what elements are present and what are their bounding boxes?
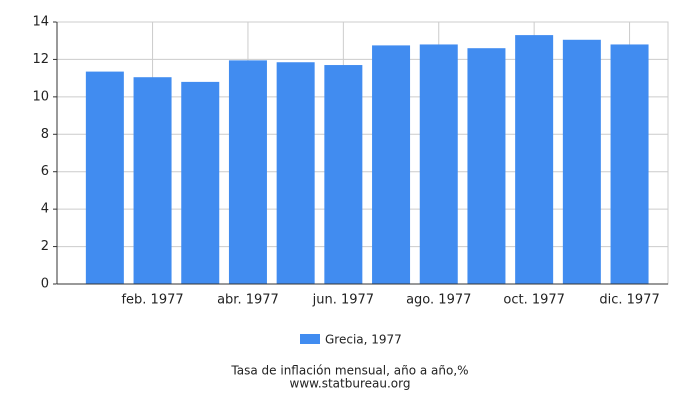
- legend-swatch: [300, 334, 320, 344]
- bar: [610, 44, 649, 285]
- x-tick-label: jun. 1977: [312, 293, 374, 308]
- bar: [276, 62, 315, 284]
- bar: [562, 39, 601, 285]
- source: www.statbureau.org: [290, 377, 411, 391]
- y-tick-label: 0: [41, 277, 49, 292]
- bar: [181, 81, 220, 284]
- y-tick-label: 6: [41, 164, 49, 179]
- bar: [515, 35, 554, 284]
- bar: [419, 44, 458, 285]
- y-tick-label: 8: [41, 127, 49, 142]
- bar: [467, 48, 506, 285]
- bar: [324, 65, 363, 285]
- bar: [85, 71, 124, 284]
- y-tick-label: 4: [41, 202, 49, 217]
- y-tick-label: 14: [32, 15, 49, 30]
- y-tick-label: 10: [32, 89, 49, 104]
- x-tick-label: ago. 1977: [406, 293, 471, 308]
- y-tick-label: 2: [41, 239, 49, 254]
- x-tick-label: feb. 1977: [121, 293, 183, 308]
- legend-label: Grecia, 1977: [325, 333, 402, 347]
- bar: [372, 45, 411, 285]
- x-tick-label: dic. 1977: [599, 293, 659, 308]
- x-tick-label: abr. 1977: [217, 293, 279, 308]
- x-tick-label: oct. 1977: [503, 293, 565, 308]
- chart-title: Tasa de inflación mensual, año a año,%: [230, 364, 468, 378]
- bar: [133, 77, 172, 284]
- y-tick-label: 12: [32, 52, 49, 67]
- bar: [228, 60, 267, 284]
